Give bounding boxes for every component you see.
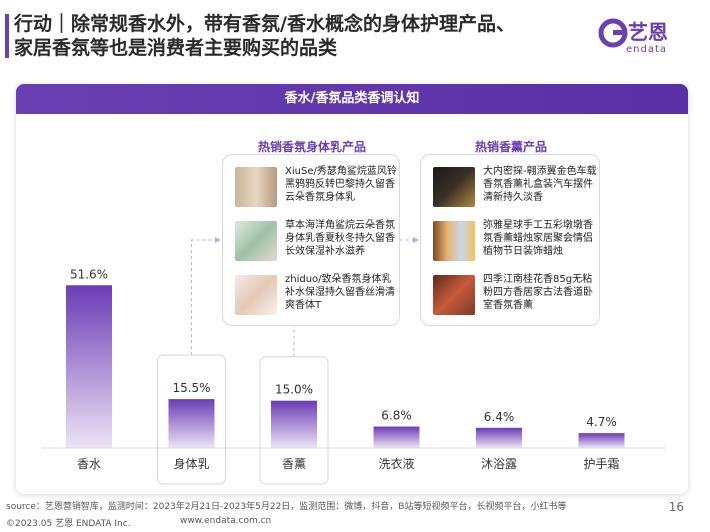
aroma-item-3: 四季江南桂花香85g无粘粉四方香居家古法香道卧室香氛香薰	[433, 271, 593, 317]
data-label-洗衣液: 6.8%	[381, 409, 412, 423]
endata-logo-icon	[598, 18, 628, 48]
highlight-frame-香薰	[259, 356, 329, 485]
bar-chart: 51.6% 香水 15.5% 身体乳 15.0% 香薰 6.8% 洗衣液 6.4% 沐浴露 4.7%…	[42, 237, 666, 485]
data-label-香水: 51.6%	[70, 267, 108, 281]
bars-group: 51.6% 香水 15.5% 身体乳 15.0% 香薰 6.8% 洗衣液 6.4% 沐浴露 4.7%…	[66, 267, 625, 471]
body-lotion-item-2: 草本海洋角鲨烷云朵香氛身体乳香夏秋冬持久留香长效保湿补水滋养	[235, 217, 395, 263]
chart-card-title: 香水/香氛品类香调认知	[16, 84, 688, 114]
aroma-panel-title: 热销香薰产品	[474, 140, 547, 154]
product-name: zhiduo/致朵香氛身体乳补水保湿持久留香丝滑清爽香体T	[285, 274, 395, 311]
category-label-洗衣液: 洗衣液	[378, 456, 414, 471]
logo-en-text: endata	[626, 44, 668, 55]
product-thumbnail	[235, 275, 277, 315]
aroma-panel: 大内密探-翱添翼金色车载香氛香薰礼盒装汽车摆件清新持久淡香 弥雅星球手工五彩墩墩…	[420, 154, 600, 326]
copyright: ©2023.05 艺恩 ENDATA Inc.	[6, 519, 131, 529]
category-label-护手霜: 护手霜	[583, 457, 619, 471]
data-label-沐浴露: 6.4%	[484, 410, 515, 424]
product-name: XiuSe/秀瑟角鲨烷蓝风铃黑鸦鸦反转巴黎持久留香云朵香氛身体乳	[285, 166, 397, 203]
connector-body-lotion	[191, 237, 221, 356]
product-name: 弥雅星球手工五彩墩墩香氛香薰蜡烛家居聚会情侣植物节日装饰蜡烛	[483, 220, 593, 257]
product-thumbnail	[433, 275, 475, 315]
website-url: www.endata.com.cn	[180, 516, 272, 526]
logo-cn-text: 艺恩	[628, 20, 668, 44]
body-lotion-item-3: zhiduo/致朵香氛身体乳补水保湿持久留香丝滑清爽香体T	[235, 271, 395, 317]
highlight-frame-身体乳	[157, 354, 226, 485]
product-thumbnail	[433, 221, 475, 261]
bar-香水	[66, 285, 112, 448]
title-accent-bar	[5, 14, 9, 58]
data-label-香薰: 15.0%	[275, 383, 313, 397]
bar-身体乳	[168, 399, 215, 448]
page-title-line2: 家居香氛等也是消费者主要购买的品类	[14, 37, 338, 59]
page-number: 16	[668, 500, 684, 514]
category-label-沐浴露: 沐浴露	[481, 457, 517, 471]
product-thumbnail	[433, 167, 475, 207]
bar-香薰	[271, 400, 317, 448]
product-name: 草本海洋角鲨烷云朵香氛身体乳香夏秋冬持久留香长效保湿补水滋养	[285, 220, 395, 257]
aroma-item-2: 弥雅星球手工五彩墩墩香氛香薰蜡烛家居聚会情侣植物节日装饰蜡烛	[433, 217, 593, 263]
endata-logo: 艺恩 endata	[598, 14, 698, 64]
data-label-护手霜: 4.7%	[586, 415, 617, 429]
product-thumbnail	[235, 221, 277, 261]
body-lotion-panel-title: 热销香氛身体乳产品	[257, 140, 366, 154]
category-label-身体乳: 身体乳	[173, 456, 209, 471]
category-label-香水: 香水	[77, 457, 101, 471]
bar-沐浴露	[476, 427, 522, 448]
product-name: 四季江南桂花香85g无粘粉四方香居家古法香道卧室香氛香薰	[483, 274, 593, 311]
body-lotion-panel: XiuSe/秀瑟角鲨烷蓝风铃黑鸦鸦反转巴黎持久留香云朵香氛身体乳 草本海洋角鲨烷…	[222, 154, 400, 326]
body-lotion-item-1: XiuSe/秀瑟角鲨烷蓝风铃黑鸦鸦反转巴黎持久留香云朵香氛身体乳	[235, 163, 397, 209]
aroma-item-1: 大内密探-翱添翼金色车载香氛香薰礼盒装汽车摆件清新持久淡香	[433, 163, 597, 209]
chart-card: 香水/香氛品类香调认知 51.6% 香水 15.5% 身体乳 15.0% 香薰 6.8% 洗衣…	[16, 84, 688, 494]
bar-highlights	[157, 354, 329, 485]
page-title: 行动｜除常规香水外，带有香氛/香水概念的身体护理产品、 家居香氛等也是消费者主要…	[14, 12, 594, 60]
data-label-身体乳: 15.5%	[172, 381, 210, 395]
product-thumbnail	[235, 167, 277, 207]
source-note: source：艺恩营销智库，监测时间：2023年2月21日-2023年5月22日…	[6, 502, 567, 512]
category-label-香薰: 香薰	[282, 457, 306, 471]
bar-洗衣液	[373, 426, 420, 448]
page-title-line1: 行动｜除常规香水外，带有香氛/香水概念的身体护理产品、	[14, 13, 515, 35]
bar-护手霜	[578, 433, 625, 448]
product-name: 大内密探-翱添翼金色车载香氛香薰礼盒装汽车摆件清新持久淡香	[483, 166, 597, 203]
